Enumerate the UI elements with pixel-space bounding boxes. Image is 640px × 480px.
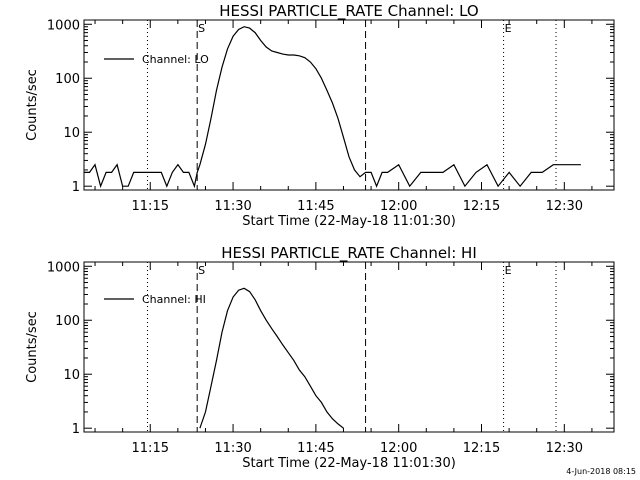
x-axis-label: Start Time (22-May-18 11:01:30)	[242, 456, 456, 471]
x-tick-label: 12:30	[546, 441, 583, 456]
time-marker-label: E	[505, 264, 512, 277]
x-tick-label: 11:45	[297, 199, 334, 214]
x-tick-label: 11:30	[214, 199, 251, 214]
x-tick-label: 12:00	[380, 441, 417, 456]
legend-label: Channel: LO	[142, 53, 209, 66]
y-tick-label: 1	[72, 422, 80, 437]
x-tick-label: 12:15	[463, 441, 500, 456]
plot-frame	[83, 261, 615, 433]
chart-title: HESSI PARTICLE_RATE Channel: HI	[221, 244, 477, 263]
x-tick-label: 11:30	[214, 441, 251, 456]
y-tick-label: 100	[55, 314, 80, 329]
y-tick-label: 10	[63, 368, 80, 383]
plot-frame	[83, 19, 615, 191]
chart-title: HESSI PARTICLE_RATE Channel: LO	[219, 2, 478, 21]
y-tick-label: 1	[72, 180, 80, 195]
y-tick-label: 100	[55, 72, 80, 87]
count-rate-series	[199, 287, 344, 429]
time-marker-label: S	[198, 22, 205, 35]
y-axis-label: Counts/sec	[25, 311, 40, 383]
lo-channel-panel: HESSI PARTICLE_RATE Channel: LO 11:15 11:3…	[25, 2, 615, 229]
x-tick-label: 12:30	[546, 199, 583, 214]
y-tick-label: 10	[63, 126, 80, 141]
x-tick-label: 11:45	[297, 441, 334, 456]
hi-channel-panel: HESSI PARTICLE_RATE Channel: HI 11:15 11:3…	[25, 244, 615, 471]
y-tick-label: 1000	[47, 260, 80, 275]
y-axis-label: Counts/sec	[25, 69, 40, 141]
time-marker-label: S	[198, 264, 205, 277]
count-rate-series	[84, 26, 581, 189]
time-marker-label: E	[505, 22, 512, 35]
footer-timestamp: 4-Jun-2018 08:15	[566, 467, 636, 476]
x-tick-label: 12:00	[380, 199, 417, 214]
x-tick-label: 12:15	[463, 199, 500, 214]
y-tick-label: 1000	[47, 18, 80, 33]
x-tick-label: 11:15	[132, 199, 169, 214]
legend-label: Channel: HI	[142, 293, 206, 306]
x-axis-label: Start Time (22-May-18 11:01:30)	[242, 214, 456, 229]
x-tick-label: 11:15	[132, 441, 169, 456]
